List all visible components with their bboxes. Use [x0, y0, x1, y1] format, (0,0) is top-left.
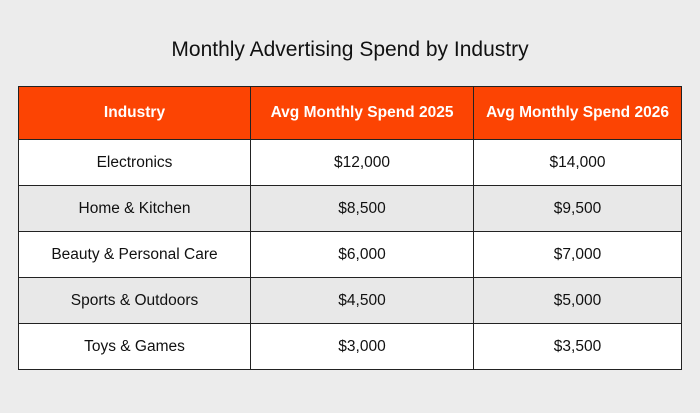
table-row: Beauty & Personal Care $6,000 $7,000 — [18, 231, 682, 278]
table-row: Electronics $12,000 $14,000 — [18, 139, 682, 186]
header-row: Industry Avg Monthly Spend 2025 Avg Monthl… — [18, 86, 682, 140]
table-cell: $3,500 — [473, 323, 682, 370]
column-header: Avg Monthly Spend 2025 — [250, 86, 474, 140]
table-cell: $7,000 — [473, 231, 682, 278]
table-cell: $6,000 — [250, 231, 474, 278]
column-header: Industry — [18, 86, 251, 140]
table-cell: $4,500 — [250, 277, 474, 324]
table-row: Home & Kitchen $8,500 $9,500 — [18, 185, 682, 232]
table-cell: Sports & Outdoors — [18, 277, 251, 324]
table-cell: $12,000 — [250, 139, 474, 186]
table-cell: Electronics — [18, 139, 251, 186]
table-body: Electronics $12,000 $14,000 Home & Kitchen $… — [18, 139, 682, 370]
table-cell: $9,500 — [473, 185, 682, 232]
table-cell: Home & Kitchen — [18, 185, 251, 232]
table-row: Toys & Games $3,000 $3,500 — [18, 323, 682, 370]
table-cell: $3,000 — [250, 323, 474, 370]
title: Monthly Advertising Spend by Industry — [171, 38, 529, 61]
spend-table: Industry Avg Monthly Spend 2025 Avg Monthl… — [18, 86, 682, 370]
table-cell: $5,000 — [473, 277, 682, 324]
table-row: Sports & Outdoors $4,500 $5,000 — [18, 277, 682, 324]
table-cell: Beauty & Personal Care — [18, 231, 251, 278]
table-cell: Toys & Games — [18, 323, 251, 370]
table-cell: $8,500 — [250, 185, 474, 232]
table-cell: $14,000 — [473, 139, 682, 186]
column-header: Avg Monthly Spend 2026 — [473, 86, 682, 140]
